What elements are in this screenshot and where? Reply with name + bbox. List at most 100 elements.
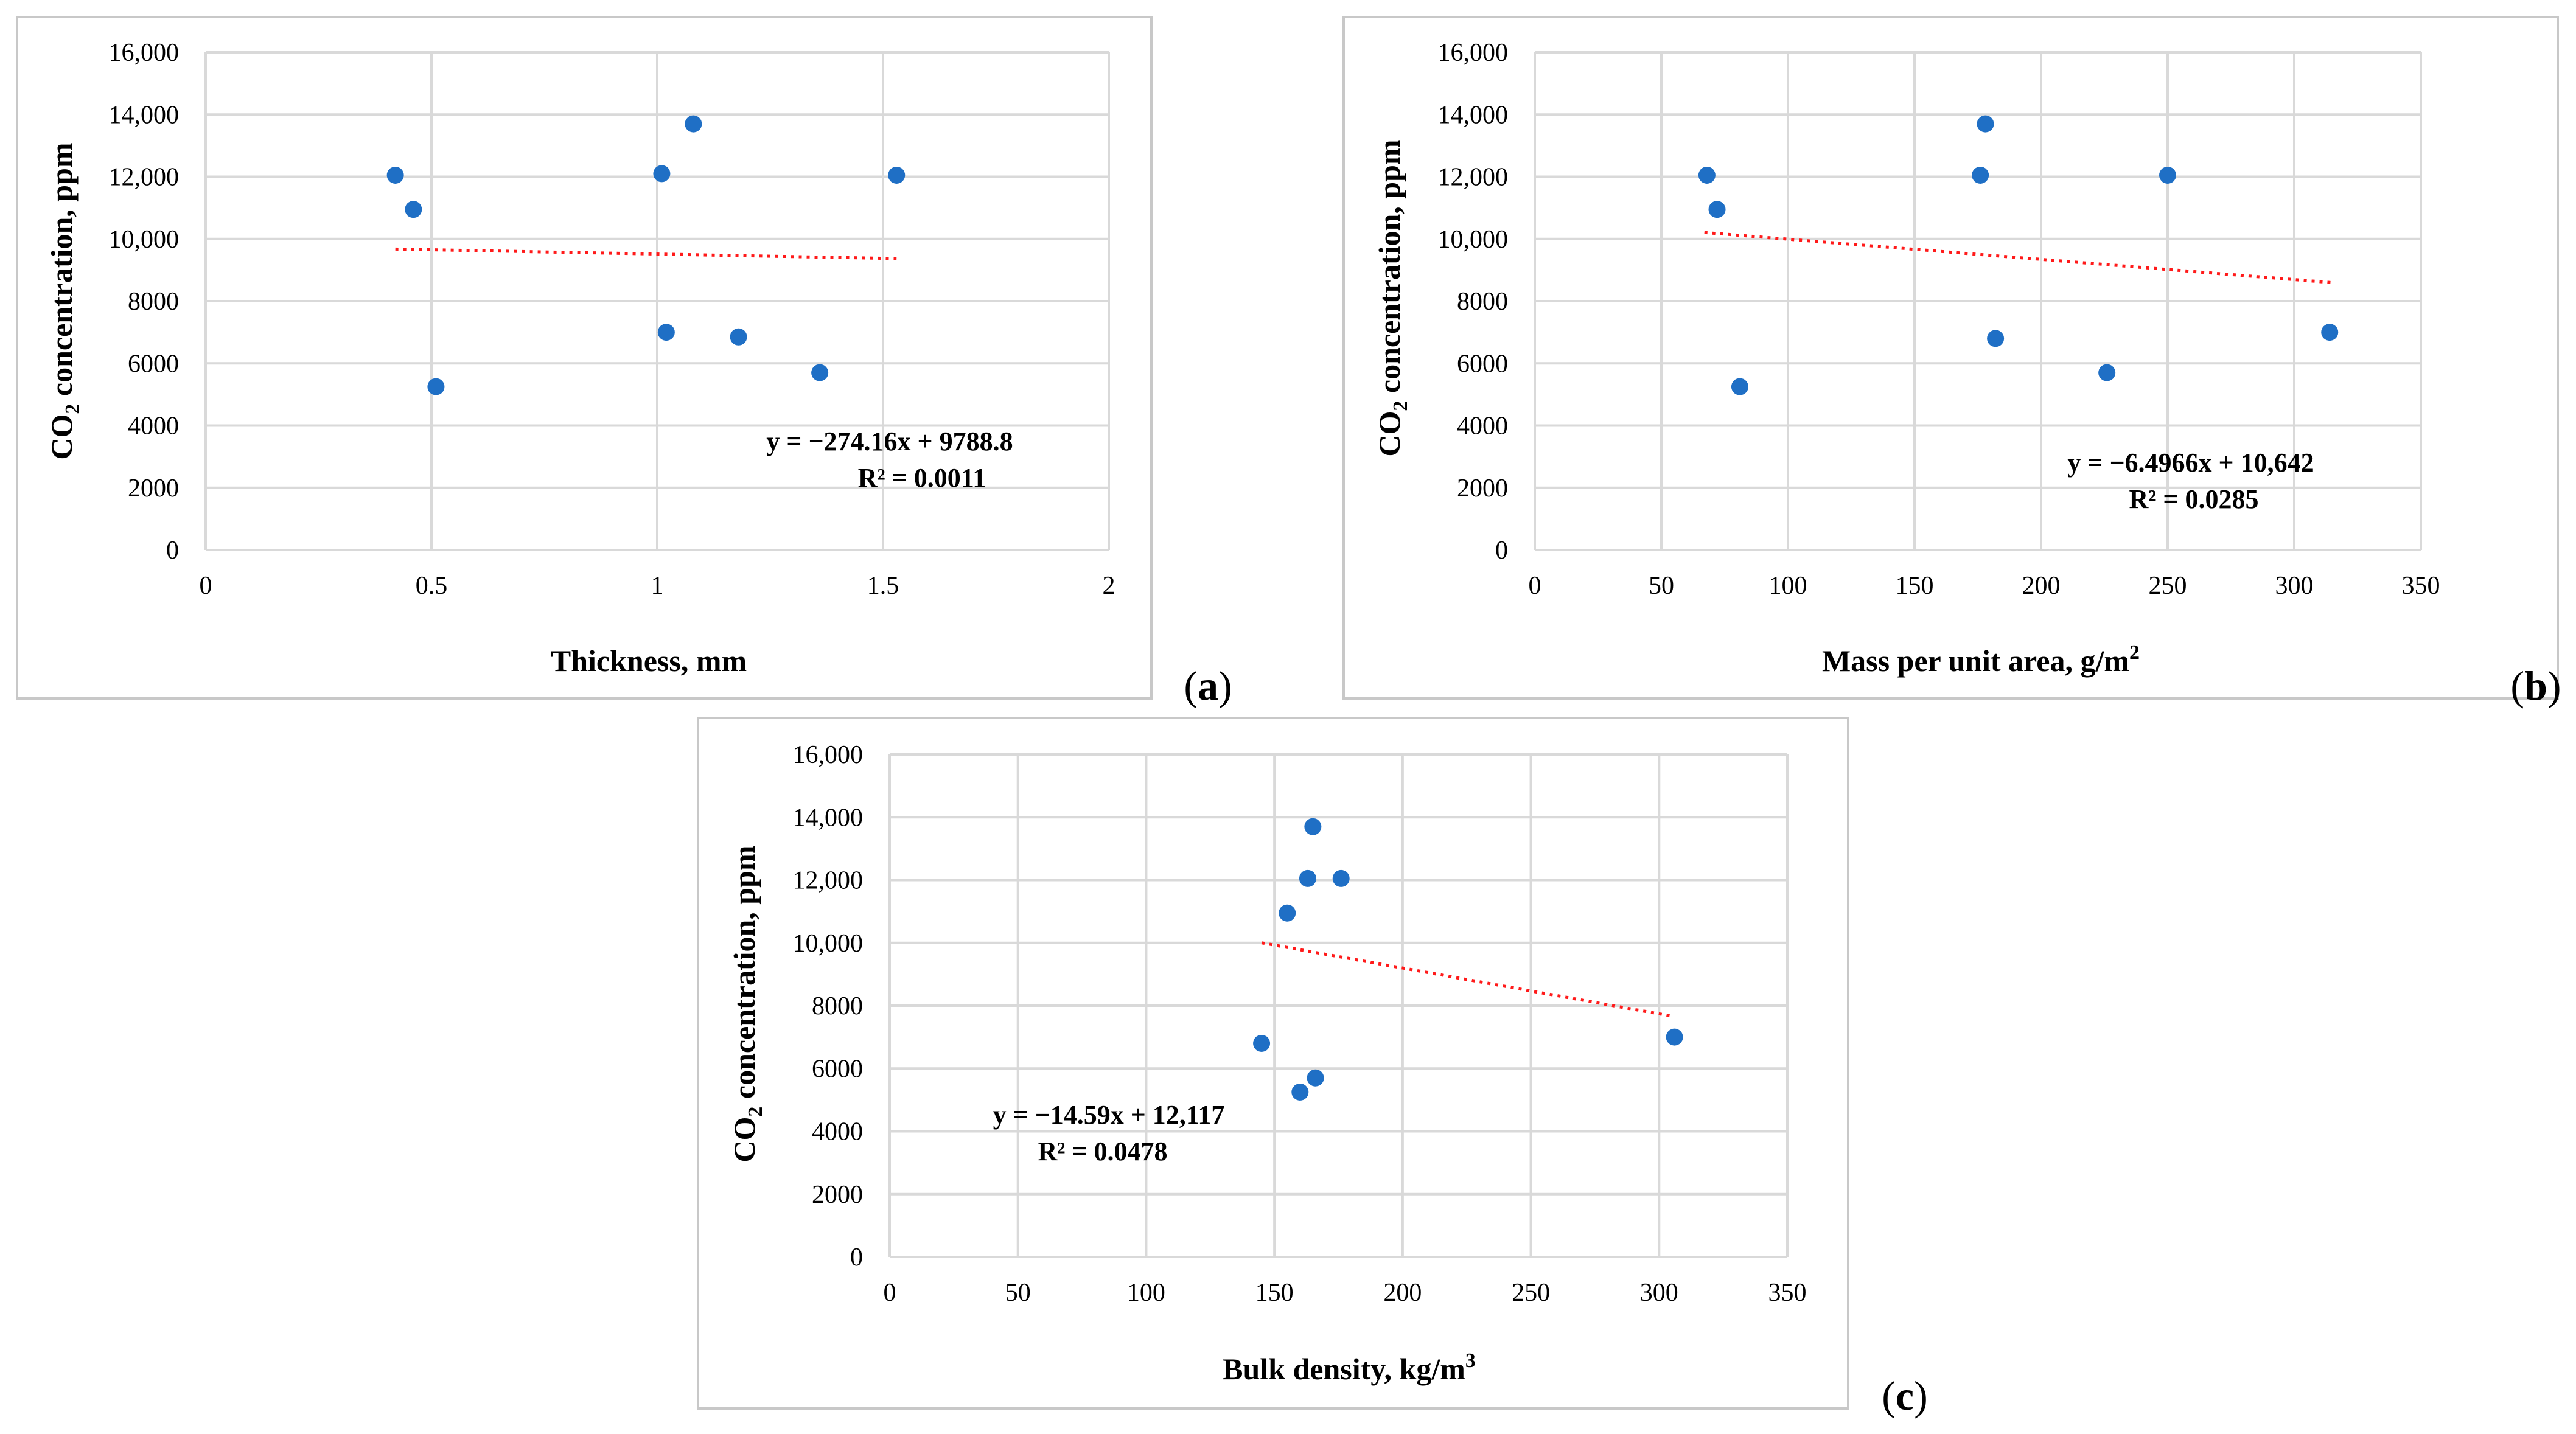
panel-c-y-axis-title: CO2 concentration, ppm bbox=[727, 845, 767, 1162]
panel-a-data-point bbox=[685, 115, 702, 133]
panel-a-x-tick-label: 1 bbox=[651, 572, 664, 600]
panel-c: 0200040006000800010,00012,00014,00016,00… bbox=[697, 717, 1928, 1419]
panel-b-data-point bbox=[2321, 324, 2339, 341]
panel-c-data-point bbox=[1291, 1083, 1309, 1101]
panel-a-y-tick-labels: 0 2000 4000 6000 8000 10,000 12,000 14,000 16,00… bbox=[109, 39, 180, 565]
panel-b-trendline bbox=[1704, 231, 2333, 285]
panel-c-trendline bbox=[1261, 941, 1672, 1018]
panel-a-y-tick-label: 16,000 bbox=[109, 39, 180, 67]
panel-b-data-point bbox=[2159, 166, 2176, 184]
panel-a-y-tick-label: 10,000 bbox=[109, 226, 180, 254]
panel-a-data-point bbox=[730, 328, 747, 346]
panel-a-label: (a) bbox=[1184, 663, 1232, 709]
panel-b-x-tick-label: 350 bbox=[2402, 572, 2440, 600]
panel-b-x-tick-label: 200 bbox=[2022, 572, 2061, 600]
panel-c-points bbox=[1253, 818, 1683, 1101]
panel-c-gridlines bbox=[888, 753, 1789, 1258]
panel-a-points bbox=[386, 115, 906, 395]
panel-b-x-tick-label: 150 bbox=[1896, 572, 1934, 600]
panel-b-x-tick-label: 100 bbox=[1769, 572, 1807, 600]
panel-b-data-point bbox=[1731, 378, 1748, 395]
panel-b-y-tick-label: 2000 bbox=[1457, 475, 1508, 503]
panel-c-x-tick-label: 0 bbox=[884, 1279, 896, 1307]
panel-a-y-tick-label: 4000 bbox=[128, 412, 179, 440]
panel-c-data-point bbox=[1253, 1034, 1271, 1052]
panel-c-data-point bbox=[1307, 1069, 1324, 1087]
panel-a-frame bbox=[16, 16, 1153, 700]
panel-c-y-tick-label: 4000 bbox=[812, 1118, 863, 1146]
panel-a-y-tick-label: 14,000 bbox=[109, 101, 180, 129]
panel-c-r-squared: R² = 0.0478 bbox=[1038, 1136, 1167, 1166]
panel-b-y-tick-label: 8000 bbox=[1457, 288, 1508, 316]
panel-a-data-point bbox=[811, 364, 829, 381]
panel-c-trend-equation: y = −14.59x + 12,117 bbox=[993, 1100, 1225, 1130]
panel-a-y-tick-label: 8000 bbox=[128, 288, 179, 316]
panel-b-y-tick-label: 14,000 bbox=[1438, 101, 1509, 129]
panel-c-data-point bbox=[1279, 904, 1296, 922]
panel-c-x-axis-title: Bulk density, kg/m3 bbox=[1223, 1349, 1476, 1386]
panel-b-y-axis-title: CO2 concentration, ppm bbox=[1372, 139, 1412, 456]
panel-b-y-tick-label: 0 bbox=[1495, 537, 1508, 565]
panel-c-y-tick-label: 2000 bbox=[812, 1181, 863, 1209]
panel-a-x-tick-label: 0.5 bbox=[416, 572, 448, 600]
panel-b-data-point bbox=[2098, 364, 2116, 381]
panel-c-data-point bbox=[1304, 818, 1322, 835]
panel-b-points bbox=[1698, 115, 2339, 395]
panel-c-x-tick-label: 150 bbox=[1255, 1279, 1294, 1307]
panel-b-x-tick-label: 50 bbox=[1649, 572, 1674, 600]
panel-a-data-point bbox=[386, 166, 404, 184]
panel-a-data-point bbox=[427, 378, 445, 395]
panel-b-y-tick-label: 12,000 bbox=[1438, 164, 1509, 192]
panel-a-gridlines bbox=[204, 51, 1110, 551]
panel-c-y-tick-label: 12,000 bbox=[793, 867, 864, 895]
panel-a-x-tick-label: 2 bbox=[1103, 572, 1115, 600]
panel-b: 0200040006000800010,00012,00014,00016,00… bbox=[1342, 16, 2561, 709]
panel-b-y-tick-label: 10,000 bbox=[1438, 226, 1509, 254]
panel-b-x-tick-label: 300 bbox=[2275, 572, 2314, 600]
panel-a-x-tick-label: 1.5 bbox=[867, 572, 899, 600]
panel-b-label: (b) bbox=[2510, 663, 2561, 709]
panel-c-x-tick-label: 350 bbox=[1768, 1279, 1807, 1307]
panel-c-y-tick-label: 0 bbox=[850, 1244, 863, 1272]
panel-c-y-tick-label: 16,000 bbox=[793, 741, 864, 769]
panel-b-data-point bbox=[1708, 201, 1726, 218]
panel-b-y-tick-label: 16,000 bbox=[1438, 39, 1509, 67]
panel-a: 0 2000 4000 6000 8000 10,000 12,000 14,000 16,00… bbox=[16, 16, 1232, 709]
panel-c-y-tick-label: 6000 bbox=[812, 1055, 863, 1083]
panel-b-y-tick-labels: 0 2000 4000 6000 8000 10,000 12,000 14,000 16,00… bbox=[1438, 39, 1509, 565]
panel-c-x-tick-labels: 0 50 100 150 200 250 300 350 bbox=[884, 1279, 1807, 1307]
panel-c-data-point bbox=[1332, 869, 1350, 887]
panel-c-label: (c) bbox=[1882, 1373, 1928, 1419]
panel-b-data-point bbox=[1987, 330, 2005, 347]
panel-c-x-tick-label: 100 bbox=[1127, 1279, 1165, 1307]
panel-b-r-squared: R² = 0.0285 bbox=[2129, 484, 2258, 514]
panel-b-x-tick-label: 250 bbox=[2149, 572, 2187, 600]
panel-a-data-point bbox=[405, 201, 422, 218]
panel-b-data-point bbox=[1977, 115, 1994, 133]
panel-a-y-tick-label: 0 bbox=[166, 537, 179, 565]
panel-b-data-point bbox=[1972, 166, 1989, 184]
panel-c-x-tick-label: 50 bbox=[1005, 1279, 1031, 1307]
panel-a-y-tick-label: 2000 bbox=[128, 475, 179, 503]
panel-a-data-point bbox=[657, 324, 675, 341]
panel-a-x-tick-labels: 0 0.5 1 1.5 2 bbox=[200, 572, 1115, 600]
panel-b-data-point bbox=[1698, 166, 1716, 184]
panel-c-y-tick-label: 14,000 bbox=[793, 804, 864, 832]
panel-a-x-tick-label: 0 bbox=[200, 572, 212, 600]
panel-c-data-point bbox=[1666, 1028, 1683, 1046]
panel-b-x-tick-labels: 0 50 100 150 200 250 300 350 bbox=[1529, 572, 2440, 600]
panel-b-x-tick-label: 0 bbox=[1529, 572, 1541, 600]
panel-a-y-axis-title: CO2 concentration, ppm bbox=[44, 142, 84, 459]
panel-b-y-tick-label: 6000 bbox=[1457, 350, 1508, 378]
panel-a-trend-equation: y = −274.16x + 9788.8 bbox=[766, 426, 1013, 456]
panel-b-frame bbox=[1342, 16, 2559, 700]
panel-a-data-point bbox=[653, 165, 671, 183]
panel-c-x-tick-label: 300 bbox=[1640, 1279, 1678, 1307]
panel-c-y-tick-label: 8000 bbox=[812, 992, 863, 1020]
panel-b-y-tick-label: 4000 bbox=[1457, 412, 1508, 440]
panel-a-y-tick-label: 6000 bbox=[128, 350, 179, 378]
panel-a-data-point bbox=[888, 166, 906, 184]
panel-c-x-tick-label: 200 bbox=[1383, 1279, 1422, 1307]
panel-c-y-tick-labels: 0 2000 4000 6000 8000 10,000 12,000 14,000 16,00… bbox=[793, 741, 864, 1272]
panel-a-x-axis-title: Thickness, mm bbox=[551, 644, 747, 678]
